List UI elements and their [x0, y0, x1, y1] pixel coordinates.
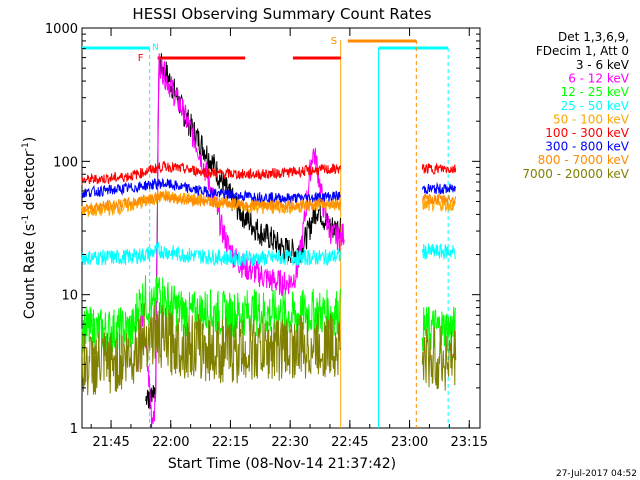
series-line-2 [81, 275, 341, 355]
plot-frame [81, 27, 481, 429]
chart-title: HESSI Observing Summary Count Rates [132, 5, 431, 23]
series-right-segment-3 [421, 243, 457, 260]
x-tick-label-4: 22:45 [331, 435, 368, 450]
series-line-7 [81, 191, 341, 213]
series-line-1 [137, 53, 345, 428]
y-label-mid: detector [22, 151, 38, 215]
legend-item-3: 25 - 50 keV [561, 99, 630, 113]
series-right-segment-6 [421, 181, 457, 195]
y-axis-ticks: 1 10 100 1000 [45, 22, 480, 437]
x-axis-label: Start Time (08-Nov-14 21:37:42) [168, 456, 396, 472]
y-label-end: ) [22, 137, 38, 142]
x-tick-label-5: 23:00 [391, 435, 428, 450]
y-tick-label-1: 10 [61, 289, 78, 304]
series-right-segment-8 [421, 325, 457, 391]
y-tick-label-3: 1000 [45, 22, 78, 37]
y-tick-label-0: 1 [70, 422, 78, 437]
legend-item-5: 100 - 300 keV [545, 126, 629, 140]
saa-flag-label: S [331, 36, 337, 47]
y-label-sup1: -1 [21, 215, 31, 224]
legend-header-1: Det 1,3,6,9, [558, 30, 629, 44]
n-flag-label: N [152, 43, 159, 53]
legend-item-2: 12 - 25 keV [561, 85, 630, 99]
series-right-segment-2 [421, 306, 457, 354]
x-tick-label-3: 22:30 [271, 435, 308, 450]
series-right-segment-7 [421, 193, 457, 205]
series-line-8 [81, 302, 341, 396]
x-tick-label-0: 21:45 [92, 435, 129, 450]
flare-flag-label: F [138, 53, 144, 64]
y-axis-label: Count Rate (s-1 detector-1) [21, 137, 38, 319]
legend-header-2: FDecim 1, Att 0 [536, 44, 629, 58]
flag-bars: FS [138, 36, 417, 64]
x-tick-label-6: 23:15 [451, 435, 488, 450]
legend-item-6: 300 - 800 keV [545, 140, 629, 154]
y-label-sup2: -1 [21, 142, 31, 151]
legend-item-1: 6 - 12 keV [568, 72, 630, 86]
y-label-main: Count Rate (s [22, 224, 38, 319]
series-line-3 [81, 241, 341, 267]
legend-item-0: 3 - 6 keV [576, 58, 630, 72]
legend-item-4: 50 - 100 keV [553, 112, 630, 126]
series-line-5 [81, 161, 341, 185]
y-tick-label-2: 100 [53, 155, 78, 170]
series-line-6 [81, 177, 341, 205]
legend: Det 1,3,6,9, FDecim 1, Att 0 3 - 6 keV6 … [522, 30, 629, 181]
series-layer [81, 53, 457, 428]
series-right-segment-5 [421, 162, 457, 175]
legend-item-7: 800 - 7000 keV [538, 153, 630, 167]
x-axis-ticks: 21:45 22:00 22:15 22:30 22:45 23:00 23:15 [90, 28, 488, 450]
footer-timestamp: 27-Jul-2017 04:52 [556, 469, 637, 479]
legend-item-8: 7000 - 20000 keV [522, 167, 629, 181]
x-tick-label-1: 22:00 [152, 435, 189, 450]
x-tick-label-2: 22:15 [212, 435, 249, 450]
